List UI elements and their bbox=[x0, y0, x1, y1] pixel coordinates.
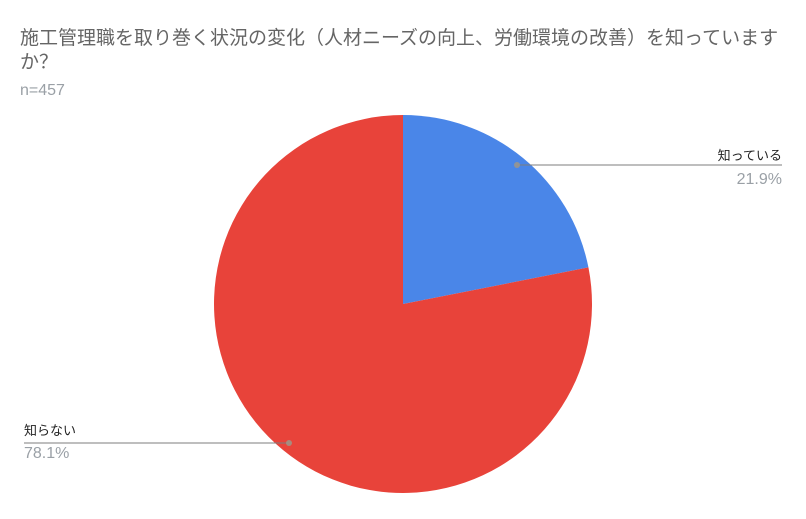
svg-text:21.9%: 21.9% bbox=[737, 171, 782, 188]
svg-text:知らない: 知らない bbox=[24, 423, 76, 438]
svg-text:知っている: 知っている bbox=[718, 148, 782, 163]
svg-text:78.1%: 78.1% bbox=[24, 445, 69, 462]
